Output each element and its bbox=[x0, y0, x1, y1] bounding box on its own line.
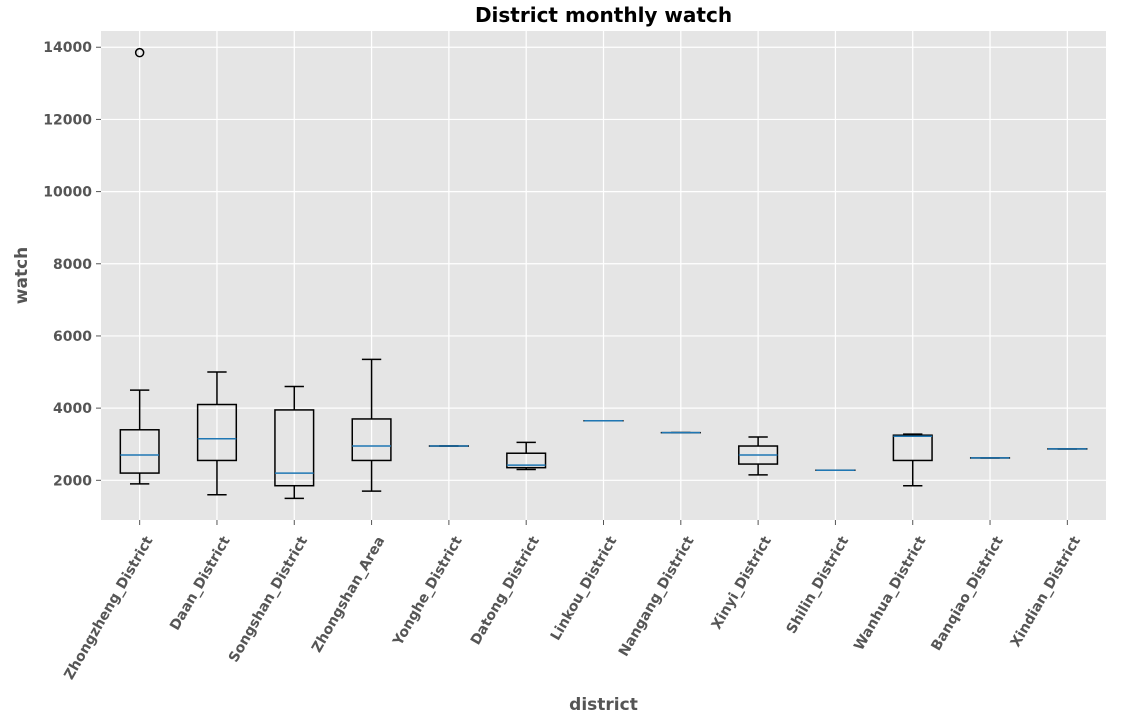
iqr-box bbox=[506, 452, 547, 469]
x-tick-label: Linkou_District bbox=[548, 534, 621, 644]
y-tick-label: 4000 bbox=[53, 401, 92, 417]
box-Zhongshan_Area bbox=[351, 358, 392, 492]
x-tick-label: Nangang_District bbox=[616, 534, 698, 660]
iqr-box bbox=[274, 409, 315, 487]
iqr-box bbox=[351, 418, 392, 462]
iqr-box bbox=[196, 403, 238, 462]
y-tick-label: 8000 bbox=[53, 257, 92, 273]
iqr-box bbox=[892, 434, 933, 462]
box-Wanhua_District bbox=[892, 433, 933, 487]
x-tick-label: Datong_District bbox=[468, 534, 543, 648]
y-axis-label: watch bbox=[12, 247, 32, 304]
x-tick-label: Banqiao_District bbox=[928, 534, 1007, 654]
x-tick-label: Yonghe_District bbox=[390, 534, 466, 650]
y-tick-label: 2000 bbox=[53, 473, 92, 489]
x-tick-label: Xindian_District bbox=[1008, 534, 1084, 650]
x-tick-label: Zhongshan_Area bbox=[309, 534, 388, 656]
y-tick-label: 10000 bbox=[43, 185, 92, 201]
grid-lines bbox=[101, 31, 1106, 520]
y-tick-label: 6000 bbox=[53, 329, 92, 345]
x-tick-label: Wanhua_District bbox=[851, 534, 929, 654]
box-Datong_District bbox=[506, 441, 547, 471]
chart-title: District monthly watch bbox=[475, 3, 732, 27]
x-tick-label: Shilin_District bbox=[784, 534, 853, 637]
box-Zhongzheng_District bbox=[119, 47, 160, 485]
box-Xinyi_District bbox=[738, 436, 779, 476]
x-tick-label: Xinyi_District bbox=[709, 534, 775, 633]
x-tick-label: Daan_District bbox=[167, 534, 234, 634]
outlier-point bbox=[134, 47, 145, 58]
iqr-box bbox=[119, 429, 160, 474]
x-tick-label: Zhongzheng_District bbox=[61, 534, 156, 683]
x-axis-label: district bbox=[569, 695, 638, 715]
boxes-layer bbox=[119, 47, 1088, 500]
box-Daan_District bbox=[196, 371, 238, 496]
y-tick-label: 12000 bbox=[43, 112, 92, 128]
y-tick-label: 14000 bbox=[43, 40, 92, 56]
box-Songshan_District bbox=[274, 385, 315, 500]
x-tick-label: Songshan_District bbox=[226, 534, 311, 666]
